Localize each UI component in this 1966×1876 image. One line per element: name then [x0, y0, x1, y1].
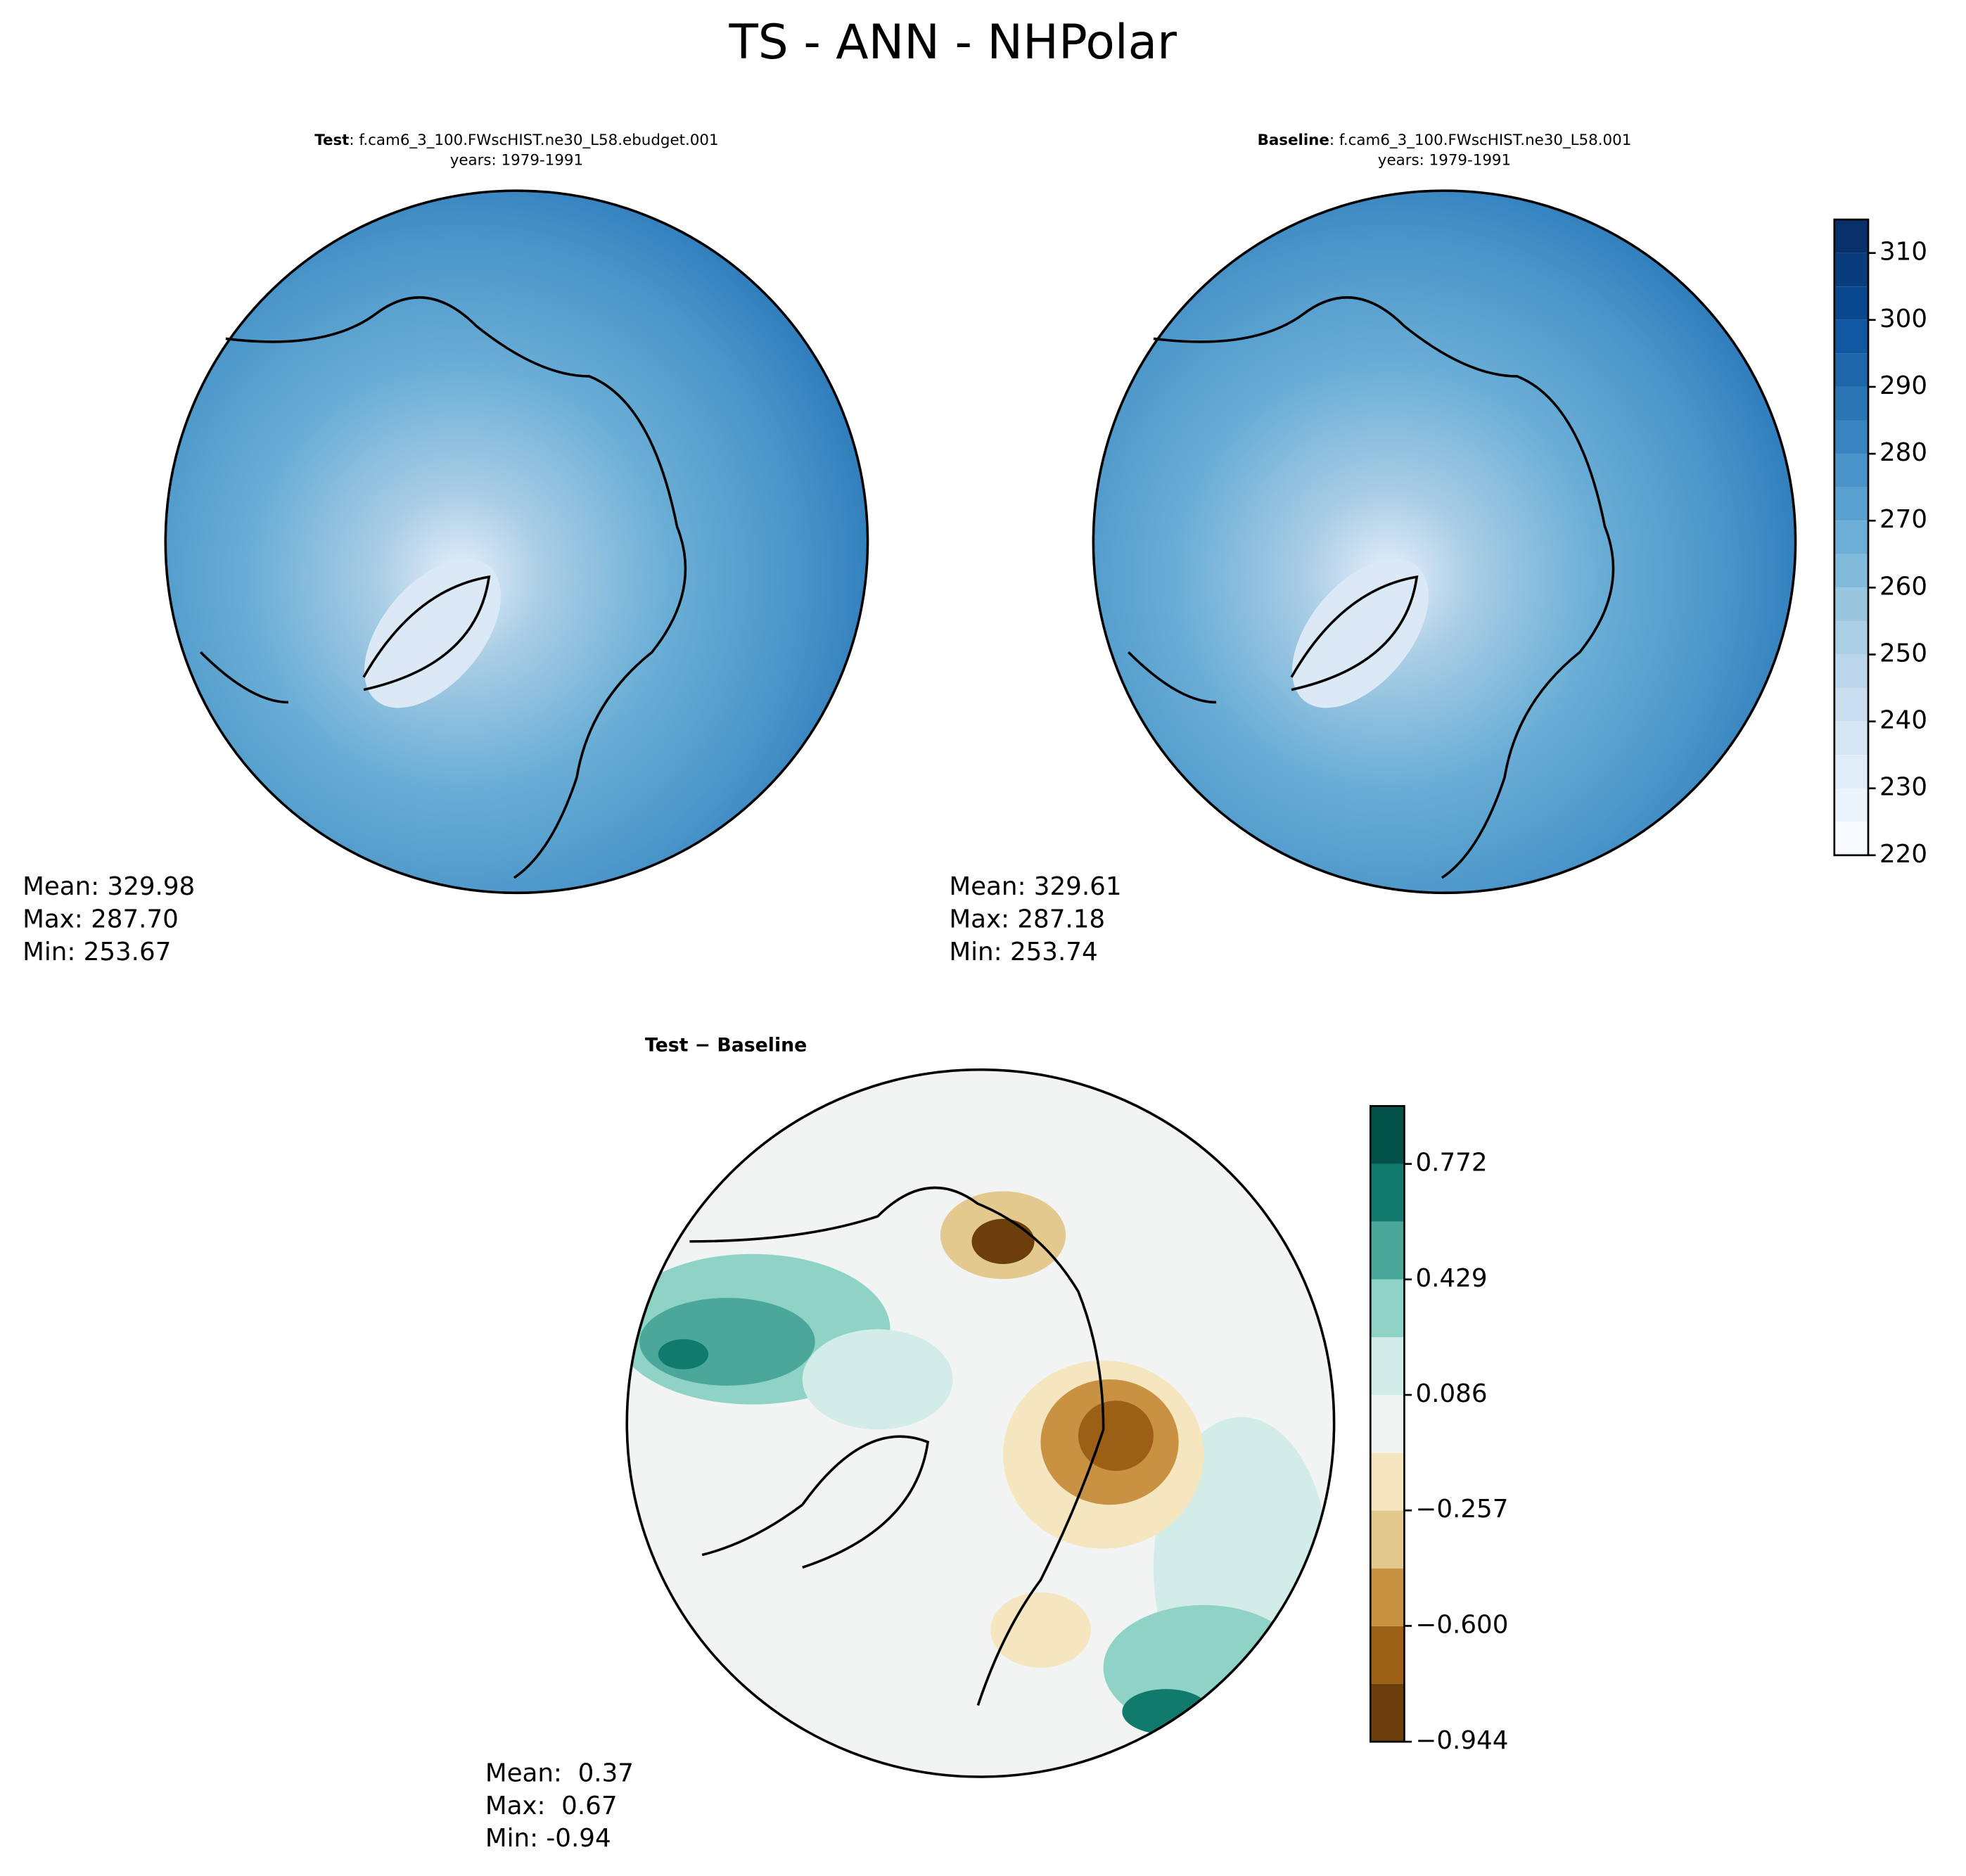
- colorbar-tick-label: 270: [1879, 505, 1927, 534]
- colorbar-band: [1834, 420, 1868, 454]
- colorbar-band: [1834, 788, 1868, 822]
- map-boundary: [1092, 189, 1797, 895]
- colorbar-tick-label: 280: [1879, 438, 1927, 467]
- colorbar-band: [1370, 1453, 1405, 1511]
- colorbar-band: [1834, 253, 1868, 287]
- colorbar-band: [1834, 688, 1868, 722]
- colorbar-band: [1834, 554, 1868, 588]
- map-field: [1093, 191, 1796, 893]
- colorbar-tick-label: 0.772: [1415, 1149, 1487, 1178]
- colorbar-band: [1834, 822, 1868, 855]
- colorbar-tick-label: 0.429: [1415, 1264, 1487, 1293]
- colorbar-tick-label: 290: [1879, 371, 1927, 400]
- anomaly-blobs: [627, 1191, 1329, 1735]
- colorbar-band: [1834, 721, 1868, 755]
- panel-title: Baseline: f.cam6_3_100.FWscHIST.ne30_L58…: [1258, 132, 1632, 149]
- colorbar-frame: [1369, 1105, 1405, 1743]
- colorbar-band: [1370, 1626, 1405, 1684]
- stat-label: Max: 287.70: [23, 905, 179, 934]
- colorbar-tick-label: 0.086: [1415, 1379, 1487, 1408]
- coastline: [199, 296, 687, 879]
- colorbar-tick-label: −0.944: [1415, 1726, 1508, 1755]
- colorbar-band: [1370, 1106, 1405, 1164]
- colorbar-band: [1834, 386, 1868, 421]
- colorbar-band: [1834, 620, 1868, 655]
- colorbar-band: [1834, 654, 1868, 689]
- colorbar-band: [1834, 755, 1868, 789]
- colorbar-tick-label: 250: [1879, 639, 1927, 668]
- panel-subtitle: years: 1979-1991: [450, 151, 583, 169]
- colorbar-band: [1370, 1568, 1405, 1626]
- colorbar-tick-label: 220: [1879, 840, 1927, 869]
- coastline: [1128, 296, 1615, 879]
- stat-label: Min: -0.94: [485, 1824, 611, 1853]
- coastline: [689, 1186, 1105, 1706]
- panel-title: Test − Baseline: [645, 1034, 807, 1056]
- figure-title: TS - ANN - NHPolar: [728, 14, 1177, 70]
- stat-label: Min: 253.74: [949, 938, 1097, 966]
- colorbar-band: [1834, 587, 1868, 621]
- colorbar-band: [1834, 521, 1868, 554]
- colorbar-band: [1834, 319, 1868, 354]
- panel-title-bold: Test: [314, 132, 349, 149]
- colorbar-band: [1834, 219, 1868, 253]
- colorbar-band: [1370, 1510, 1405, 1569]
- colorbar-band: [1370, 1336, 1405, 1396]
- colorbar-band: [1370, 1279, 1405, 1337]
- colorbar-frame: [1833, 218, 1870, 857]
- panel-title-rest: : f.cam6_3_100.FWscHIST.ne30_L58.001: [1329, 132, 1631, 149]
- colorbar-band: [1834, 487, 1868, 521]
- panel-title: Test: f.cam6_3_100.FWscHIST.ne30_L58.ebu…: [314, 132, 718, 149]
- colorbar-tick-label: 310: [1879, 238, 1927, 267]
- panel-subtitle: years: 1979-1991: [1378, 151, 1511, 169]
- colorbar-tick-label: 300: [1879, 305, 1927, 333]
- colorbar-tick-label: 260: [1879, 572, 1927, 601]
- stat-label: Min: 253.67: [23, 938, 171, 966]
- colorbar-band: [1834, 286, 1868, 320]
- stat-label: Mean: 329.98: [23, 872, 195, 901]
- colorbar-band: [1834, 454, 1868, 487]
- map-boundary: [625, 1068, 1336, 1778]
- colorbar-tick-label: 230: [1879, 773, 1927, 802]
- map-panel: Test − Baseline: [625, 1034, 1336, 1778]
- stat-label: Mean: 0.37: [485, 1759, 634, 1787]
- colorbar-tick-label: −0.600: [1415, 1610, 1508, 1639]
- colorbar-tick-label: 240: [1879, 706, 1927, 735]
- colorbar-band: [1370, 1221, 1405, 1280]
- colorbar-tick-label: −0.257: [1415, 1495, 1508, 1524]
- colorbar-band: [1370, 1395, 1405, 1453]
- map-panel: Baseline: f.cam6_3_100.FWscHIST.ne30_L58…: [1092, 132, 1797, 895]
- stat-label: Max: 287.18: [949, 905, 1105, 934]
- map-panel: Test: f.cam6_3_100.FWscHIST.ne30_L58.ebu…: [164, 132, 869, 895]
- greenland: [364, 559, 502, 708]
- colorbar-band: [1370, 1163, 1405, 1222]
- stat-label: Max: 0.67: [485, 1792, 618, 1820]
- map-field: [165, 191, 868, 893]
- map-boundary: [164, 189, 869, 895]
- colorbar-band: [1370, 1683, 1405, 1742]
- greenland: [1292, 559, 1429, 708]
- panel-title-bold: Baseline: [1258, 132, 1329, 149]
- stat-label: Mean: 329.61: [949, 872, 1121, 901]
- colorbar-band: [1834, 353, 1868, 387]
- panel-title-rest: : f.cam6_3_100.FWscHIST.ne30_L58.ebudget…: [349, 132, 718, 149]
